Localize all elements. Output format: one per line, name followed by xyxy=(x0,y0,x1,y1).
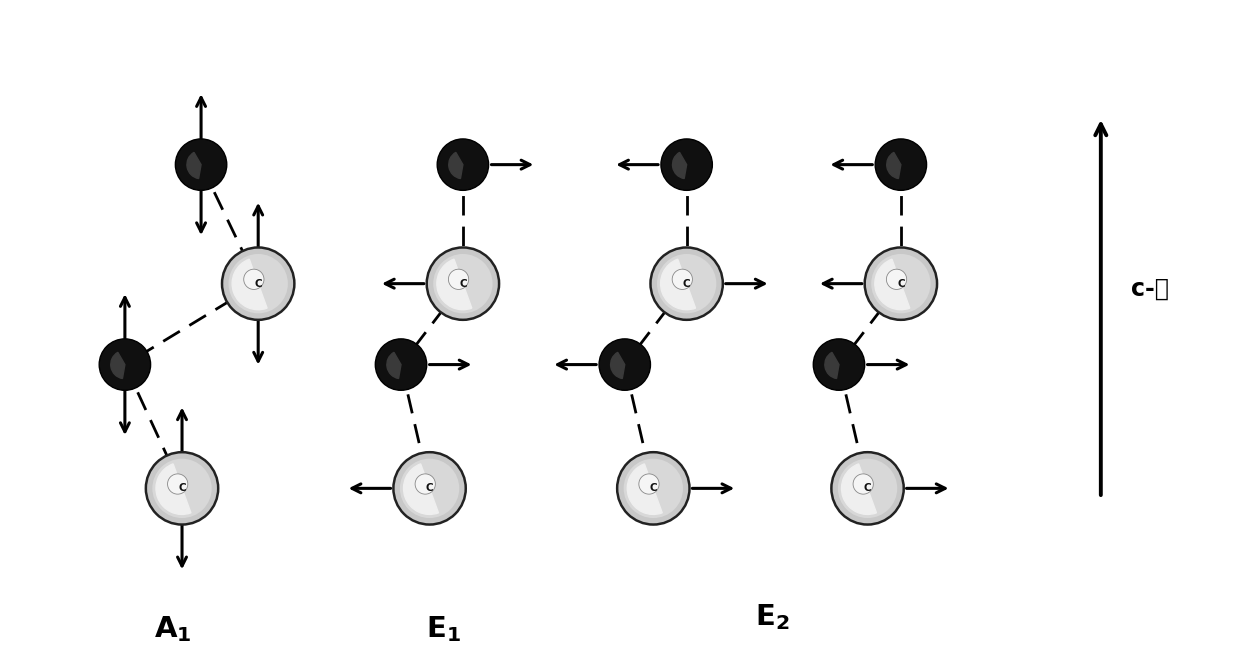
Wedge shape xyxy=(110,353,125,379)
Text: C: C xyxy=(683,279,691,289)
Wedge shape xyxy=(825,353,839,379)
Text: $\mathbf{E_1}$: $\mathbf{E_1}$ xyxy=(427,614,461,644)
Circle shape xyxy=(153,458,212,518)
Wedge shape xyxy=(610,353,625,379)
Circle shape xyxy=(438,139,489,190)
Wedge shape xyxy=(156,464,191,515)
Text: C: C xyxy=(864,483,872,494)
Circle shape xyxy=(651,247,723,320)
Circle shape xyxy=(872,254,930,313)
Circle shape xyxy=(599,339,651,390)
Wedge shape xyxy=(672,152,687,178)
Wedge shape xyxy=(436,259,471,310)
Circle shape xyxy=(146,452,218,524)
Circle shape xyxy=(244,269,264,289)
Wedge shape xyxy=(842,464,877,515)
Wedge shape xyxy=(449,152,463,178)
Circle shape xyxy=(449,269,469,289)
Wedge shape xyxy=(661,259,696,310)
Wedge shape xyxy=(232,259,267,310)
Circle shape xyxy=(427,247,498,320)
Text: C: C xyxy=(254,279,262,289)
Circle shape xyxy=(838,458,898,518)
Circle shape xyxy=(864,247,937,320)
Text: C: C xyxy=(179,483,186,494)
Circle shape xyxy=(875,139,926,190)
Text: c-轴: c-轴 xyxy=(1131,276,1169,300)
Circle shape xyxy=(401,458,459,518)
Circle shape xyxy=(887,269,906,289)
Circle shape xyxy=(415,474,435,494)
Circle shape xyxy=(813,339,864,390)
Circle shape xyxy=(433,254,492,313)
Text: C: C xyxy=(897,279,905,289)
Circle shape xyxy=(228,254,288,313)
Text: C: C xyxy=(425,483,434,494)
Wedge shape xyxy=(187,152,201,178)
Wedge shape xyxy=(403,464,439,515)
Circle shape xyxy=(657,254,717,313)
Circle shape xyxy=(831,452,904,524)
Circle shape xyxy=(167,474,187,494)
Wedge shape xyxy=(387,353,401,379)
Circle shape xyxy=(222,247,294,320)
Text: $\mathbf{E_2}$: $\mathbf{E_2}$ xyxy=(755,602,790,632)
Wedge shape xyxy=(887,152,901,178)
Circle shape xyxy=(853,474,873,494)
Circle shape xyxy=(175,139,227,190)
Wedge shape xyxy=(627,464,662,515)
Circle shape xyxy=(661,139,712,190)
Circle shape xyxy=(624,458,683,518)
Circle shape xyxy=(376,339,427,390)
Circle shape xyxy=(393,452,466,524)
Circle shape xyxy=(672,269,692,289)
Text: C: C xyxy=(650,483,657,494)
Text: C: C xyxy=(459,279,466,289)
Circle shape xyxy=(618,452,689,524)
Circle shape xyxy=(639,474,660,494)
Circle shape xyxy=(99,339,150,390)
Wedge shape xyxy=(875,259,910,310)
Text: $\mathbf{A_1}$: $\mathbf{A_1}$ xyxy=(154,614,191,644)
